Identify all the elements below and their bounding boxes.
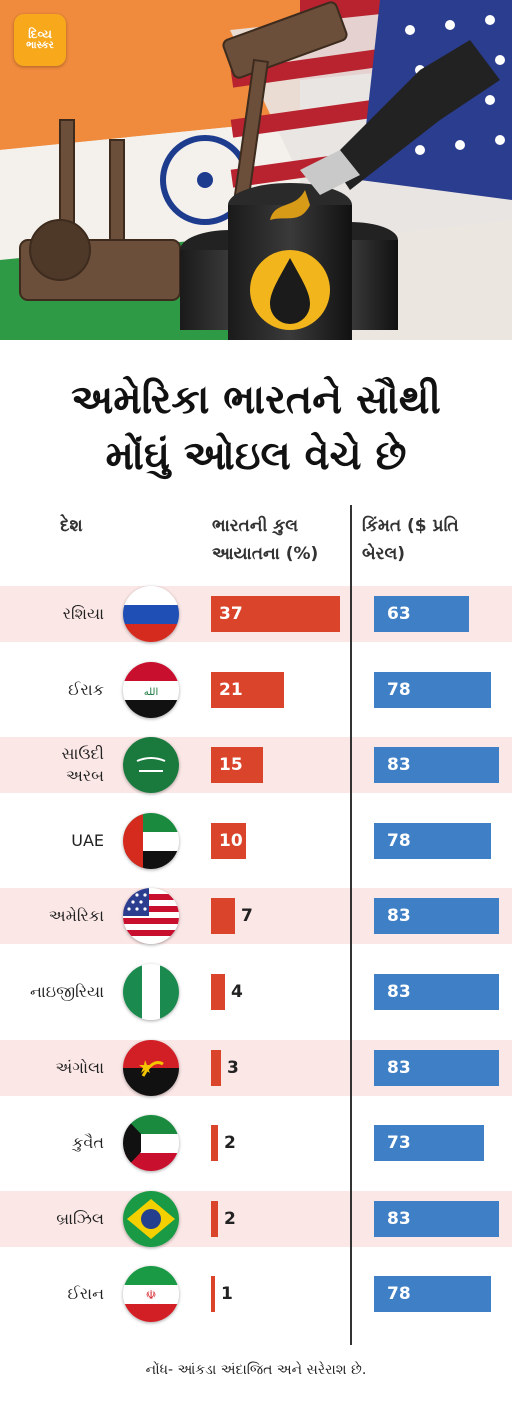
price-bar xyxy=(374,596,469,632)
country-name-line: અરબ xyxy=(65,766,104,785)
table-row: સાઉદી અરબ 15 83 xyxy=(0,737,512,793)
divya-bhaskar-logo: દિવ્ય ભાસ્કર xyxy=(14,14,66,66)
country-name: ઈરાક xyxy=(4,679,104,701)
russia-flag-icon xyxy=(123,586,179,642)
saudi-arabia-flag-icon xyxy=(123,737,179,793)
price-value-label: 83 xyxy=(387,755,411,775)
country-name-line: સાઉદી xyxy=(61,744,105,763)
imports-value-label: 3 xyxy=(227,1058,239,1078)
price-bar xyxy=(374,1125,484,1161)
column-divider xyxy=(350,505,352,1345)
price-value-label: 78 xyxy=(387,680,411,700)
imports-bar xyxy=(211,672,284,708)
usa-flag-icon xyxy=(123,888,179,944)
country-name: સાઉદી અરબ xyxy=(4,743,105,787)
page-title: અમેરિકા ભારતને સૌથી મોંઘું ઓઇલ વેચે છે xyxy=(0,372,512,484)
price-value-label: 83 xyxy=(387,906,411,926)
price-bar xyxy=(374,1201,499,1237)
table-row: ઈરાક الله 21 78 xyxy=(0,662,512,718)
imports-bar xyxy=(211,1276,215,1312)
hero-illustration: દિવ્ય ભાસ્કર xyxy=(0,0,512,340)
imports-value-label: 4 xyxy=(231,982,243,1002)
country-name-line: બ્રાઝિલ xyxy=(56,1209,104,1228)
title-line-2: મોંઘું ઓઇલ વેચે છે xyxy=(105,433,407,479)
iran-flag-icon: ☫ xyxy=(123,1266,179,1322)
table-row: અંગોલા 3 83 xyxy=(0,1040,512,1096)
country-name: રશિયા xyxy=(4,603,104,625)
logo-line-2: ભાસ્કર xyxy=(26,40,54,52)
table-row: અમેરિકા 7 83 xyxy=(0,888,512,944)
price-value-label: 78 xyxy=(387,831,411,851)
table-row: નાઇજીરિયા 4 83 xyxy=(0,964,512,1020)
price-bar xyxy=(374,1050,499,1086)
table-row: રશિયા 37 63 xyxy=(0,586,512,642)
country-name: ઈરાન xyxy=(4,1283,104,1305)
imports-bar xyxy=(211,596,340,632)
iraq-flag-icon: الله xyxy=(123,662,179,718)
imports-value-label: 10 xyxy=(219,831,243,851)
country-name-line: ઈરાન xyxy=(67,1284,104,1303)
country-name-line: અંગોલા xyxy=(55,1058,104,1077)
price-bar xyxy=(374,974,499,1010)
price-value-label: 73 xyxy=(387,1133,411,1153)
header-imports-line-2: આયાતના (%) xyxy=(212,544,319,564)
nigeria-flag-icon xyxy=(123,964,179,1020)
imports-bar xyxy=(211,1201,218,1237)
svg-text:الله: الله xyxy=(144,687,159,698)
country-name: નાઇજીરિયા xyxy=(4,981,104,1003)
imports-bar xyxy=(211,747,263,783)
price-value-label: 83 xyxy=(387,1058,411,1078)
header-price: કિંમત ($ પ્રતિ બેરલ) xyxy=(362,512,459,568)
brazil-flag-icon xyxy=(123,1191,179,1247)
logo-line-1: દિવ્ય xyxy=(28,27,52,42)
imports-bar xyxy=(211,823,246,859)
country-name-line: UAE xyxy=(71,831,104,850)
country-name: કુવૈત xyxy=(4,1132,104,1154)
price-value-label: 83 xyxy=(387,982,411,1002)
header-imports: ભારતની કુલ આયાતના (%) xyxy=(212,512,318,568)
imports-bar xyxy=(211,898,235,934)
table-row: UAE 10 78 xyxy=(0,813,512,869)
imports-bar xyxy=(211,974,225,1010)
country-name: બ્રાઝિલ xyxy=(4,1208,104,1230)
imports-value-label: 2 xyxy=(224,1209,236,1229)
imports-value-label: 15 xyxy=(219,755,243,775)
svg-text:☫: ☫ xyxy=(146,1288,157,1302)
header-price-line-1: કિંમત ($ પ્રતિ xyxy=(362,516,459,536)
country-name-line: રશિયા xyxy=(62,604,104,623)
price-value-label: 63 xyxy=(387,604,411,624)
imports-value-label: 2 xyxy=(224,1133,236,1153)
price-bar xyxy=(374,823,491,859)
price-bar xyxy=(374,672,491,708)
imports-value-label: 37 xyxy=(219,604,243,624)
country-name-line: અમેરિકા xyxy=(48,906,104,925)
country-name-line: કુવૈત xyxy=(72,1133,104,1152)
price-value-label: 78 xyxy=(387,1284,411,1304)
price-bar xyxy=(374,747,499,783)
table-row: બ્રાઝિલ 2 83 xyxy=(0,1191,512,1247)
footnote: નોંધ- આંકડા અંદાજિત અને સરેરાશ છે. xyxy=(145,1362,367,1378)
imports-bar xyxy=(211,1050,221,1086)
country-name: UAE xyxy=(4,830,104,852)
country-name-line: ઈરાક xyxy=(68,680,104,699)
angola-flag-icon xyxy=(123,1040,179,1096)
country-name: અંગોલા xyxy=(4,1057,104,1079)
country-name-line: નાઇજીરિયા xyxy=(29,982,104,1001)
header-imports-line-1: ભારતની કુલ xyxy=(212,516,299,536)
imports-value-label: 7 xyxy=(241,906,253,926)
kuwait-flag-icon xyxy=(123,1115,179,1171)
imports-bar xyxy=(211,1125,218,1161)
country-name: અમેરિકા xyxy=(4,905,104,927)
header-country: દેશ xyxy=(60,516,83,536)
table-row: કુવૈત 2 73 xyxy=(0,1115,512,1171)
price-bar xyxy=(374,898,499,934)
title-line-1: અમેરિકા ભારતને સૌથી xyxy=(71,377,441,423)
header-price-line-2: બેરલ) xyxy=(362,544,406,564)
imports-value-label: 21 xyxy=(219,680,243,700)
price-value-label: 83 xyxy=(387,1209,411,1229)
price-bar xyxy=(374,1276,491,1312)
uae-flag-icon xyxy=(123,813,179,869)
imports-value-label: 1 xyxy=(221,1284,233,1304)
table-row: ઈરાન ☫ 1 78 xyxy=(0,1266,512,1322)
